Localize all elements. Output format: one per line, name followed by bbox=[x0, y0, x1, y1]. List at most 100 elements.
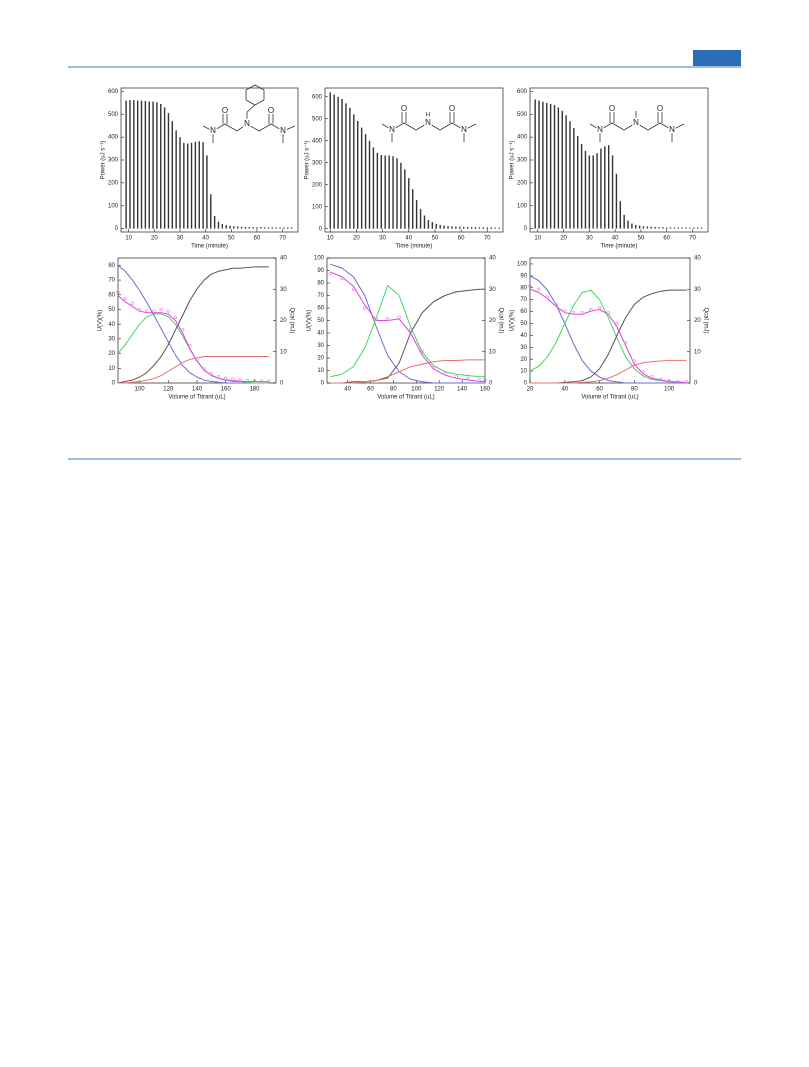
data-point bbox=[477, 378, 481, 382]
y-tick-label: 60 bbox=[520, 309, 527, 315]
structure: O N N O N bbox=[202, 84, 296, 143]
spike bbox=[423, 215, 426, 229]
spike bbox=[486, 227, 488, 229]
spike bbox=[380, 155, 382, 229]
spike bbox=[478, 227, 481, 229]
y-tick-label: 10 bbox=[520, 369, 527, 375]
y2-axis-label: Qcal (mJ) bbox=[288, 308, 294, 334]
data-point bbox=[443, 372, 447, 376]
x-tick-label: 60 bbox=[367, 387, 374, 393]
plot-frame bbox=[117, 257, 277, 384]
y-tick-label: 100 bbox=[314, 256, 325, 262]
spike bbox=[353, 114, 355, 229]
spike bbox=[463, 226, 465, 229]
x-tick-label: 10 bbox=[534, 236, 541, 242]
atom: N bbox=[461, 125, 467, 134]
y-tick-label: 100 bbox=[312, 204, 323, 210]
x-axis-label: Time (minute) bbox=[396, 244, 433, 250]
spike bbox=[329, 92, 331, 229]
y-tick-label: 60 bbox=[108, 292, 115, 298]
spike bbox=[549, 104, 552, 229]
spike bbox=[580, 144, 583, 229]
spike bbox=[553, 105, 556, 229]
spike bbox=[419, 208, 422, 229]
y-tick-label: 600 bbox=[108, 89, 119, 95]
spike bbox=[140, 100, 143, 229]
x-tick-label: 80 bbox=[390, 387, 397, 393]
y2-tick-label: 40 bbox=[489, 256, 496, 262]
spike bbox=[400, 162, 402, 229]
spike bbox=[642, 226, 645, 229]
data-point bbox=[260, 379, 264, 383]
x-tick-label: 70 bbox=[279, 236, 286, 242]
y-tick-label: 400 bbox=[517, 135, 528, 141]
x-axis-label: Volume of Titrant (uL) bbox=[581, 395, 638, 401]
data-point bbox=[420, 350, 424, 354]
y2-tick-label: 10 bbox=[280, 349, 287, 355]
x-tick-label: 60 bbox=[596, 387, 603, 393]
atom: N bbox=[389, 125, 395, 134]
spike bbox=[658, 227, 660, 229]
data-point bbox=[209, 372, 213, 376]
atom: O bbox=[657, 104, 663, 113]
spike bbox=[186, 143, 189, 229]
data-point bbox=[431, 365, 436, 369]
spike bbox=[569, 121, 571, 229]
x-tick-label: 140 bbox=[192, 387, 203, 393]
spike bbox=[237, 226, 239, 229]
data-point bbox=[589, 307, 593, 312]
spike bbox=[607, 145, 610, 229]
atom: O bbox=[609, 104, 615, 113]
x-tick-label: 20 bbox=[527, 387, 534, 393]
spike bbox=[611, 155, 614, 229]
y-tick-label: 300 bbox=[108, 158, 119, 164]
x-axis-label: Time (minute) bbox=[191, 244, 228, 250]
data-point bbox=[252, 379, 257, 383]
spike bbox=[156, 102, 158, 229]
spike bbox=[256, 227, 258, 229]
y-tick-label: 50 bbox=[317, 318, 324, 324]
y-tick-label: 500 bbox=[108, 112, 119, 118]
spike bbox=[689, 227, 691, 229]
spike bbox=[144, 101, 147, 229]
spike bbox=[175, 130, 177, 229]
spike bbox=[669, 227, 672, 229]
spike bbox=[474, 227, 477, 229]
data-point bbox=[159, 307, 163, 312]
series-line bbox=[330, 271, 485, 382]
data-point bbox=[145, 309, 149, 313]
spike bbox=[210, 194, 212, 229]
y2-tick-label: 40 bbox=[694, 256, 701, 262]
spike bbox=[275, 227, 277, 229]
spike bbox=[490, 227, 492, 229]
spike bbox=[447, 226, 449, 229]
y2-tick-label: 40 bbox=[280, 256, 287, 262]
y-axis-label: U(V)(%) bbox=[307, 310, 313, 332]
x-axis-label: Volume of Titrant (uL) bbox=[168, 395, 225, 401]
y2-axis-label: Qcal (mJ) bbox=[497, 308, 503, 334]
y-tick-label: 90 bbox=[317, 268, 324, 274]
plot-frame bbox=[529, 87, 709, 233]
y-tick-label: 100 bbox=[517, 203, 528, 209]
spike bbox=[700, 227, 703, 229]
spike bbox=[561, 110, 563, 229]
y-tick-label: 10 bbox=[317, 368, 324, 374]
y-tick-label: 80 bbox=[108, 263, 115, 269]
data-point bbox=[554, 303, 558, 307]
spike bbox=[696, 227, 699, 229]
y-tick-label: 70 bbox=[317, 293, 324, 299]
data-point bbox=[166, 309, 170, 313]
spike bbox=[646, 226, 649, 229]
spike bbox=[202, 142, 204, 229]
data-point bbox=[571, 311, 576, 315]
spike bbox=[240, 226, 243, 229]
spike bbox=[635, 224, 637, 229]
spike bbox=[233, 226, 235, 229]
y-tick-label: 200 bbox=[108, 180, 119, 186]
data-point bbox=[116, 290, 120, 294]
data-point bbox=[374, 317, 378, 321]
y-tick-label: 80 bbox=[317, 281, 324, 287]
spike bbox=[248, 226, 250, 229]
spike bbox=[337, 96, 339, 229]
x-tick-label: 160 bbox=[221, 387, 232, 393]
